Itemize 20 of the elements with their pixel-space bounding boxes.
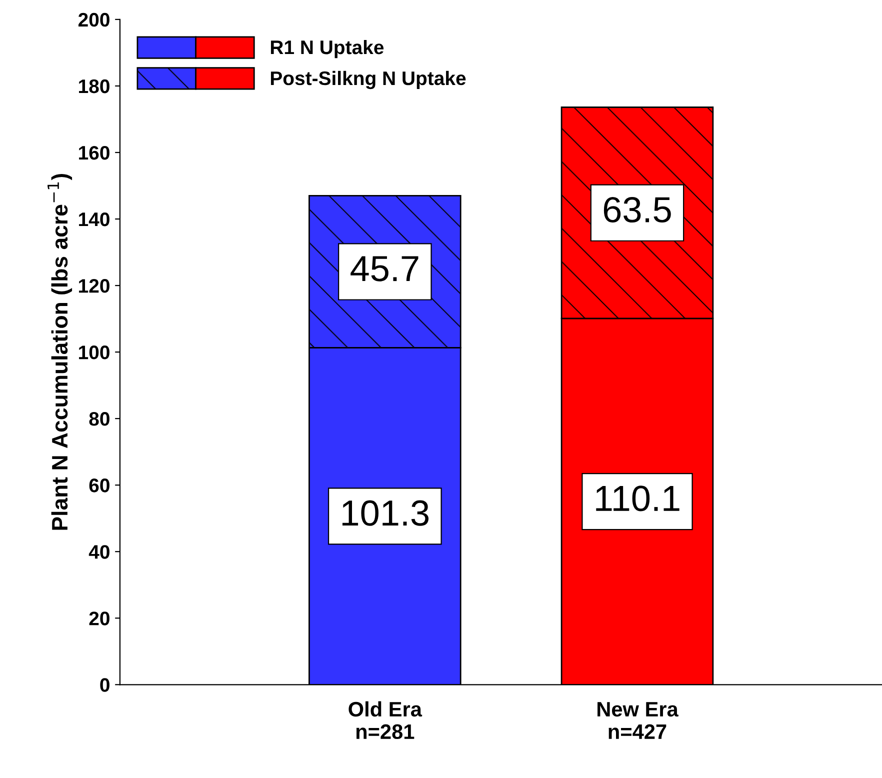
y-tick-label: 180 <box>79 79 110 94</box>
data-label: 101.3 <box>342 500 428 526</box>
legend-label: Post-Silkng N Uptake <box>270 70 466 90</box>
data-label: 63.5 <box>604 196 671 223</box>
y-tick-label: 60 <box>89 478 110 492</box>
data-label: 45.7 <box>350 256 418 282</box>
y-tick-label: 80 <box>89 412 110 426</box>
y-tick-label: 20 <box>89 612 110 626</box>
y-tick-label: 0 <box>100 678 110 692</box>
y-tick-label: 140 <box>79 212 110 226</box>
data-label: 110.1 <box>596 486 680 512</box>
y-tick-label: 200 <box>78 12 110 27</box>
x-tick-label: New Era n=427 <box>598 702 678 739</box>
y-tick-label: 40 <box>88 545 110 559</box>
y-axis-title: Plant N Accumulation (lbs acre$^{−1}$) <box>48 174 72 530</box>
y-tick-label: 100 <box>79 346 110 360</box>
x-tick-label: Old Era n=281 <box>348 701 422 740</box>
y-tick-label: 120 <box>79 278 110 293</box>
legend-label: R1 N Uptake <box>270 40 384 58</box>
y-tick-label: 160 <box>79 146 110 160</box>
